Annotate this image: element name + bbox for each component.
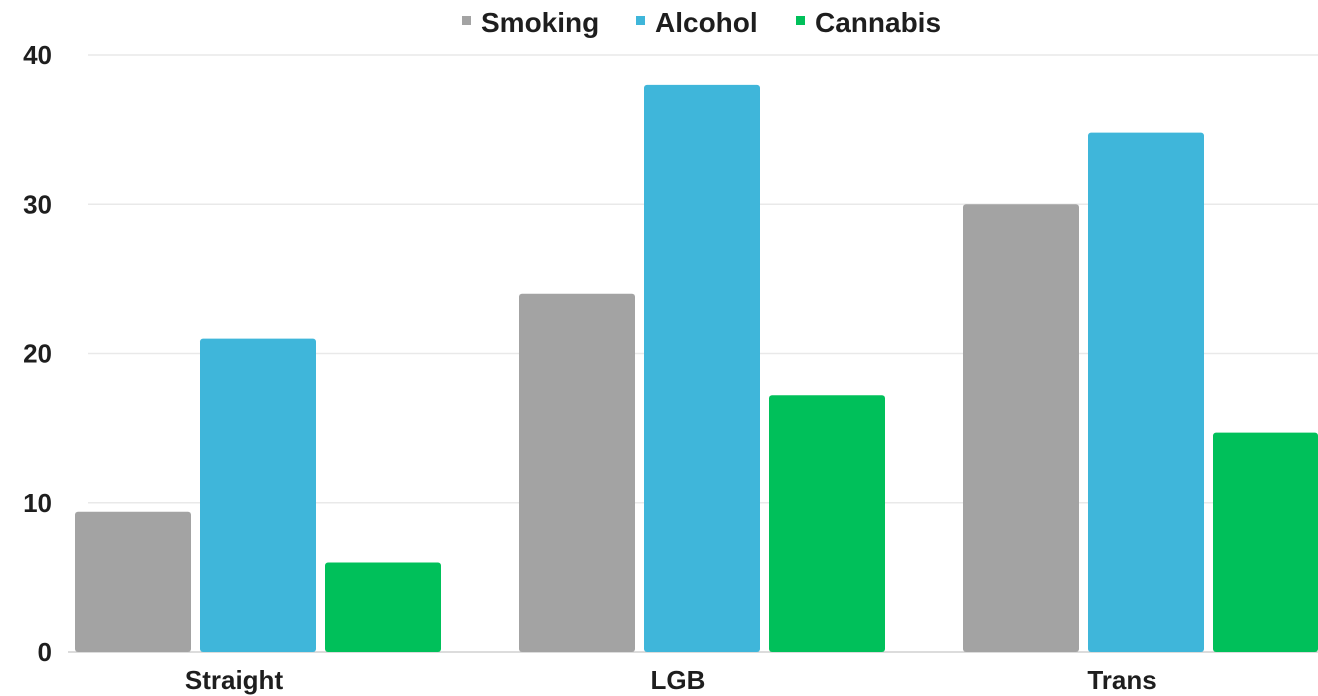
legend-item-cannabis: Cannabis	[796, 7, 941, 38]
bar-alcohol-straight	[200, 338, 316, 652]
x-category-label: Straight	[185, 665, 284, 695]
legend-item-alcohol: Alcohol	[636, 7, 758, 38]
legend-label: Smoking	[481, 7, 599, 38]
bar-cannabis-trans	[1213, 432, 1318, 652]
bar-smoking-trans	[963, 204, 1079, 652]
y-tick-label: 20	[23, 339, 52, 369]
y-tick-label: 10	[23, 488, 52, 518]
legend-swatch	[796, 16, 805, 25]
y-axis: 0 10 20 30 40	[23, 40, 52, 667]
bar-smoking-lgb	[519, 293, 635, 652]
x-category-label: Trans	[1087, 665, 1156, 695]
bar-smoking-straight	[75, 511, 191, 652]
y-tick-label: 0	[38, 637, 52, 667]
legend-label: Cannabis	[815, 7, 941, 38]
legend: Smoking Alcohol Cannabis	[462, 7, 941, 38]
y-tick-label: 30	[23, 189, 52, 219]
bar-cannabis-lgb	[769, 395, 885, 652]
bars-layer	[75, 84, 1318, 653]
bar-cannabis-straight	[325, 562, 441, 652]
y-tick-label: 40	[23, 40, 52, 70]
legend-label: Alcohol	[655, 7, 758, 38]
legend-swatch	[462, 16, 471, 25]
bar-alcohol-trans	[1088, 132, 1204, 653]
x-category-label: LGB	[651, 665, 706, 695]
bar-alcohol-lgb	[644, 84, 760, 653]
legend-item-smoking: Smoking	[462, 7, 599, 38]
x-axis: Straight LGB Trans	[185, 665, 1157, 695]
legend-swatch	[636, 16, 645, 25]
